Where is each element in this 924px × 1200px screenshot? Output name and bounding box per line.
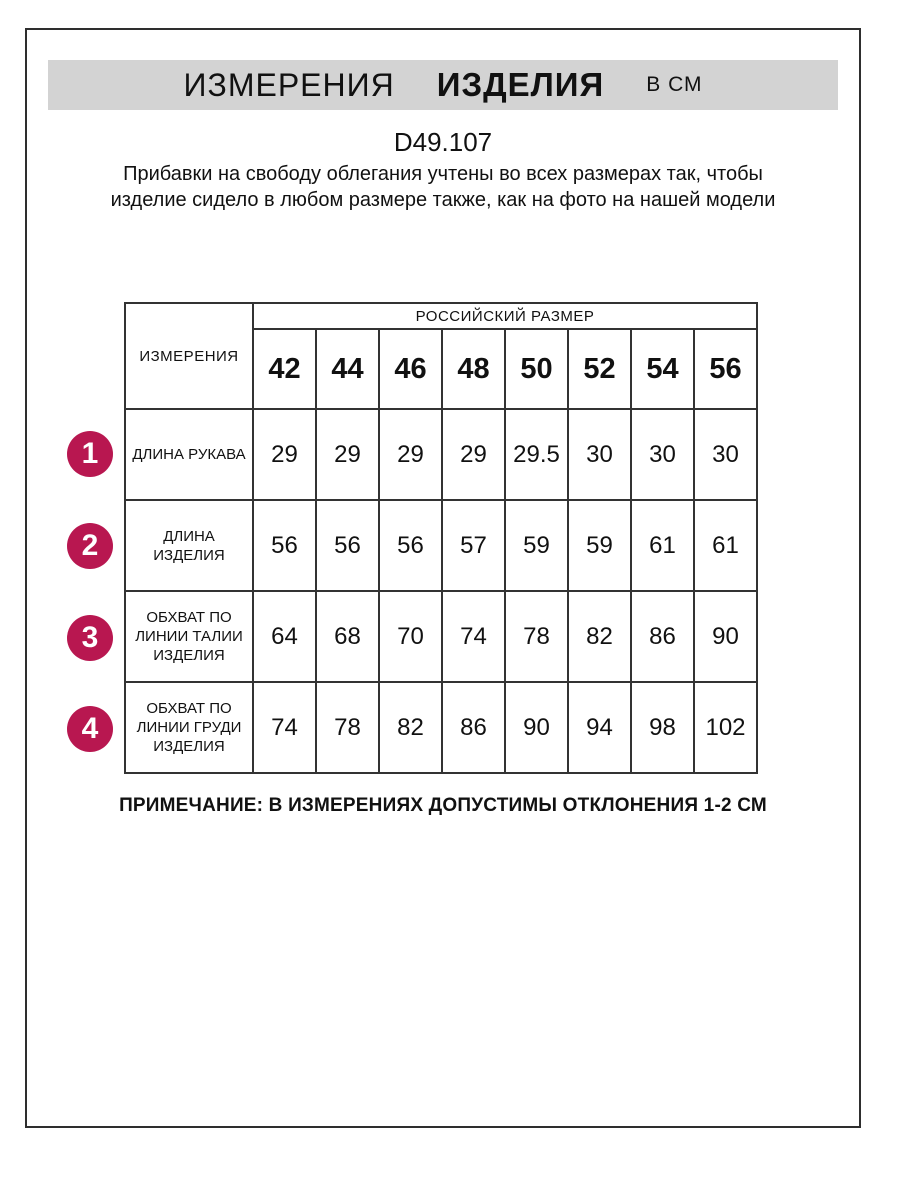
size-table: ИЗМЕРЕНИЯ РОССИЙСКИЙ РАЗМЕР 42 44 46 48 … [124, 302, 759, 774]
size-header-cell: 44 [315, 328, 380, 410]
size-header-cell: 50 [504, 328, 569, 410]
value-cell: 56 [252, 499, 317, 592]
title-product: ИЗДЕЛИЯ [436, 66, 605, 103]
table-row-sleeve-length: ДЛИНА РУКАВА 29 29 29 29 29.5 30 30 30 [124, 408, 759, 501]
value-cell: 29 [378, 408, 443, 501]
value-cell: 82 [567, 590, 632, 683]
value-cell: 29 [315, 408, 380, 501]
value-cell: 30 [630, 408, 695, 501]
row-number-badge-2: 2 [67, 523, 113, 569]
page-frame: ИЗМЕРЕНИЯ ИЗДЕЛИЯ В СМ D49.107 Прибавки … [25, 28, 861, 1128]
row-label: ДЛИНА РУКАВА [124, 408, 254, 501]
row-label: ОБХВАТ ПО ЛИНИИ ТАЛИИ ИЗДЕЛИЯ [124, 590, 254, 683]
value-cell: 68 [315, 590, 380, 683]
value-cell: 78 [315, 681, 380, 774]
measurements-header-cell: ИЗМЕРЕНИЯ [124, 302, 254, 410]
size-header-cell: 54 [630, 328, 695, 410]
value-cell: 29.5 [504, 408, 569, 501]
value-cell: 61 [630, 499, 695, 592]
value-cell: 70 [378, 590, 443, 683]
value-cell: 82 [378, 681, 443, 774]
table-row-waist-girth: ОБХВАТ ПО ЛИНИИ ТАЛИИ ИЗДЕЛИЯ 64 68 70 7… [124, 590, 759, 683]
value-cell: 78 [504, 590, 569, 683]
table-row-chest-girth: ОБХВАТ ПО ЛИНИИ ГРУДИ ИЗДЕЛИЯ 74 78 82 8… [124, 681, 759, 774]
value-cell: 59 [567, 499, 632, 592]
intro-paragraph: Прибавки на свободу облегания учтены во … [110, 163, 776, 211]
row-label: ОБХВАТ ПО ЛИНИИ ГРУДИ ИЗДЕЛИЯ [124, 681, 254, 774]
value-cell: 86 [630, 590, 695, 683]
title-unit: В СМ [646, 73, 703, 96]
size-group-header-cell: РОССИЙСКИЙ РАЗМЕР [251, 302, 759, 330]
value-cell: 59 [504, 499, 569, 592]
value-cell: 94 [567, 681, 632, 774]
row-number-badge-4: 4 [67, 706, 113, 752]
tolerance-note: ПРИМЕЧАНИЕ: В ИЗМЕРЕНИЯХ ДОПУСТИМЫ ОТКЛО… [119, 795, 767, 816]
value-cell: 29 [252, 408, 317, 501]
value-cell: 98 [630, 681, 695, 774]
value-cell: 74 [252, 681, 317, 774]
value-cell: 29 [441, 408, 506, 501]
value-cell: 86 [441, 681, 506, 774]
value-cell: 61 [692, 499, 759, 592]
value-cell: 56 [315, 499, 380, 592]
value-cell: 64 [252, 590, 317, 683]
table-row-sizes: 42 44 46 48 50 52 54 56 [125, 328, 759, 410]
value-cell: 74 [441, 590, 506, 683]
table-row-item-length: ДЛИНА ИЗДЕЛИЯ 56 56 56 57 59 59 61 61 [124, 499, 759, 592]
size-header-cell: 56 [692, 328, 759, 410]
product-code: D49.107 [393, 127, 493, 157]
value-cell: 90 [504, 681, 569, 774]
size-header-cell: 42 [252, 328, 317, 410]
row-number-badge-3: 3 [67, 615, 113, 661]
value-cell: 102 [692, 681, 759, 774]
size-header-cell: 52 [567, 328, 632, 410]
row-number-badge-1: 1 [67, 431, 113, 477]
title-measurements: ИЗМЕРЕНИЯ [183, 66, 395, 103]
row-label: ДЛИНА ИЗДЕЛИЯ [124, 499, 254, 592]
value-cell: 90 [692, 590, 759, 683]
title-banner: ИЗМЕРЕНИЯ ИЗДЕЛИЯ В СМ [48, 60, 838, 110]
size-header-cell: 46 [378, 328, 443, 410]
value-cell: 57 [441, 499, 506, 592]
value-cell: 30 [692, 408, 759, 501]
size-header-cell: 48 [441, 328, 506, 410]
table-row-group-header: ИЗМЕРЕНИЯ РОССИЙСКИЙ РАЗМЕР [124, 302, 759, 410]
value-cell: 30 [567, 408, 632, 501]
value-cell: 56 [378, 499, 443, 592]
